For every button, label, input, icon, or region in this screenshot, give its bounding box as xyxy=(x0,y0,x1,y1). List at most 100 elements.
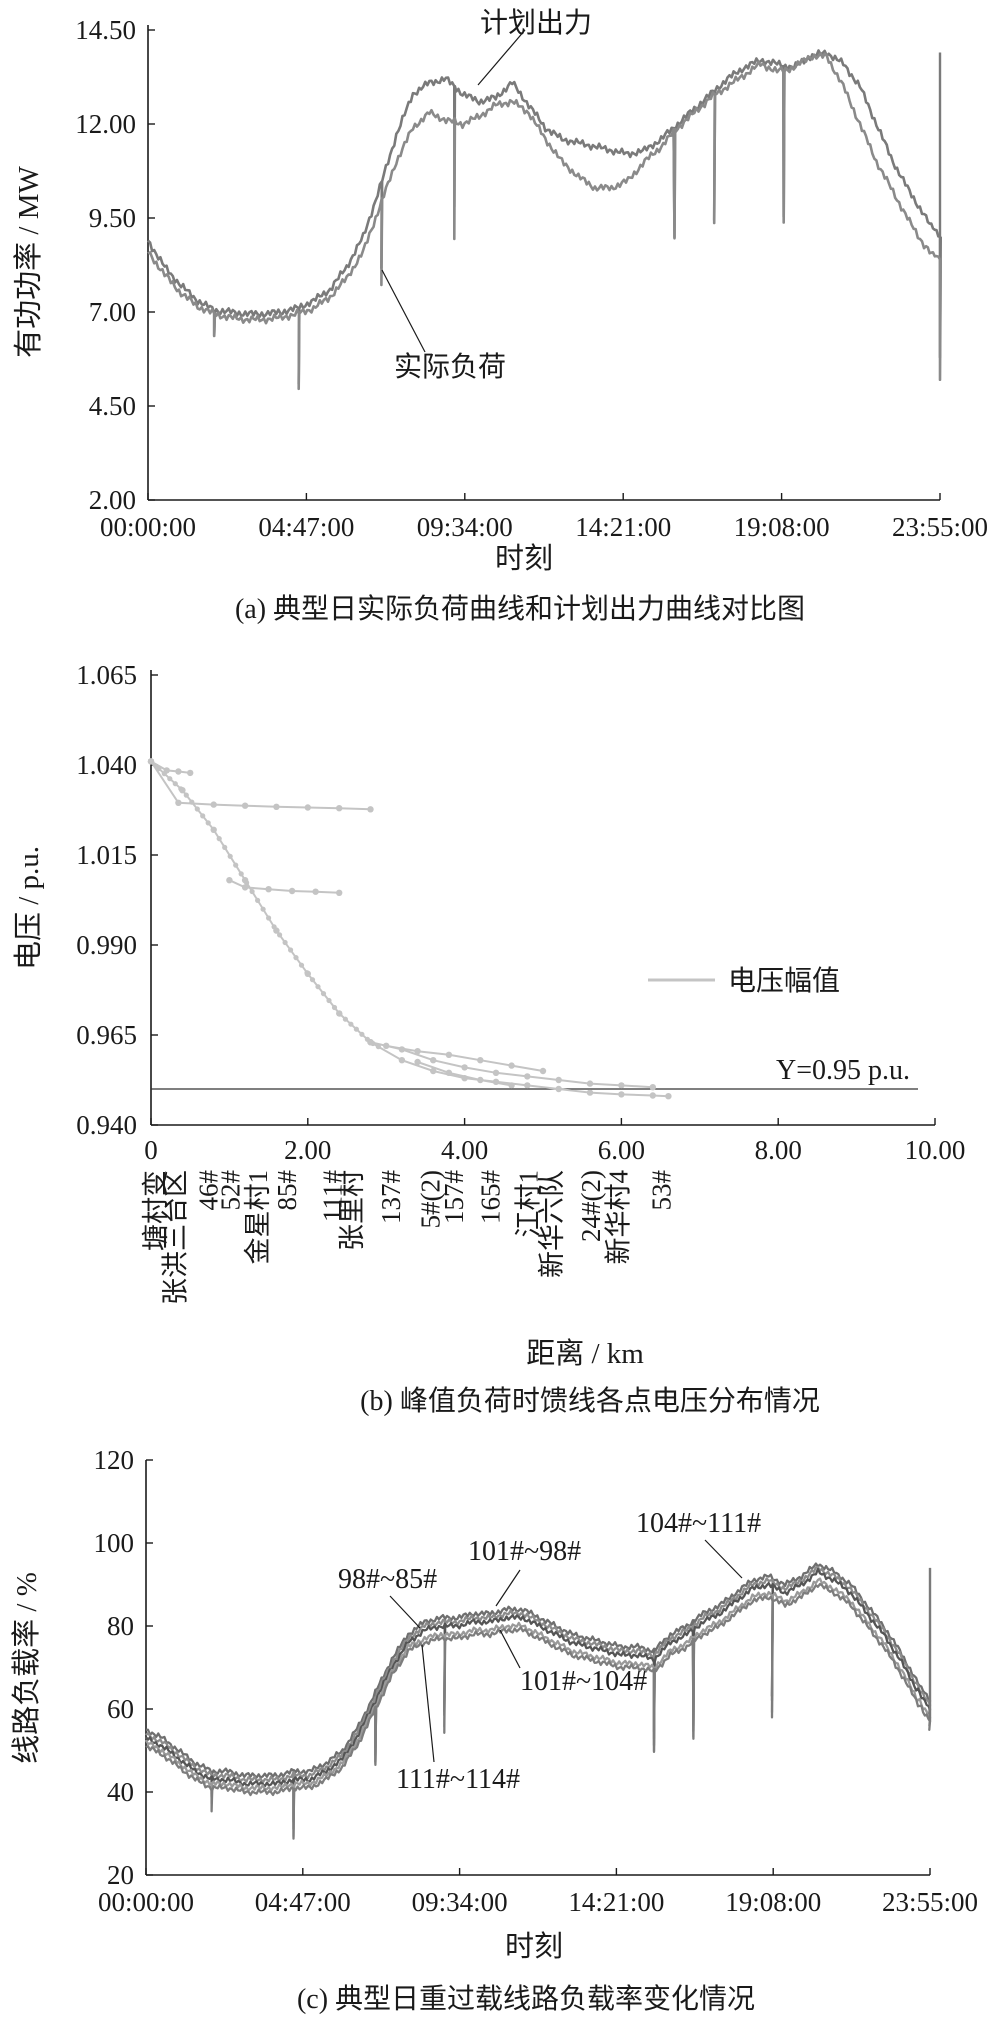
data-point xyxy=(398,1057,406,1064)
node-label: 塘村变 xyxy=(141,1170,171,1251)
data-point xyxy=(461,1064,468,1071)
data-point xyxy=(167,776,173,782)
data-point xyxy=(304,970,310,976)
data-point xyxy=(477,1076,484,1084)
data-point xyxy=(226,877,233,884)
data-point xyxy=(309,977,316,983)
y-tick-label: 7.00 xyxy=(89,297,136,327)
chart-c-caption: (c) 典型日重过载线路负载率变化情况 xyxy=(297,1983,755,2015)
series-line-2 xyxy=(147,52,942,391)
x-tick-label: 6.00 xyxy=(598,1135,645,1165)
chart-a-load-vs-plan: 2.00 4.50 7.00 9.50 12.00 14.50 00:00:00 04:47… xyxy=(12,7,988,625)
data-point xyxy=(238,871,244,877)
y-tick-label: 80 xyxy=(107,1611,134,1641)
data-point xyxy=(649,1092,656,1099)
y-tick-label: 100 xyxy=(94,1528,135,1558)
data-point xyxy=(331,1004,338,1011)
node-label: 157# xyxy=(439,1170,469,1225)
data-point xyxy=(178,786,184,792)
data-point xyxy=(147,758,155,765)
y-tick-label: 0.940 xyxy=(76,1110,137,1140)
chart-b-y-ticks: 0.940 0.965 0.990 1.015 1.040 1.065 xyxy=(76,660,158,1140)
node-label: 24#(2) xyxy=(576,1170,606,1242)
data-point xyxy=(161,771,167,777)
data-point xyxy=(312,888,319,895)
data-point xyxy=(445,1051,453,1058)
data-point xyxy=(210,801,217,808)
data-point xyxy=(266,915,272,921)
data-point xyxy=(205,820,211,826)
data-point xyxy=(233,862,239,868)
data-point xyxy=(293,955,299,961)
data-point xyxy=(524,1073,531,1080)
chart-a-series xyxy=(147,49,942,391)
data-point xyxy=(200,813,206,819)
y-tick-label: 40 xyxy=(107,1777,134,1807)
y-tick-label: 14.50 xyxy=(75,15,136,45)
x-tick-label: 00:00:00 xyxy=(100,512,196,542)
data-point xyxy=(241,802,249,809)
data-point xyxy=(175,799,182,806)
y-tick-label: 120 xyxy=(94,1445,135,1475)
node-label: 金星村1 xyxy=(243,1170,273,1265)
data-point xyxy=(383,1042,390,1049)
y-tick-label: 1.015 xyxy=(76,840,137,870)
y-tick-label: 1.065 xyxy=(76,660,137,690)
series-line-3 xyxy=(145,1567,932,1831)
chart-c-series xyxy=(144,1562,932,1840)
node-label: 新华六队 xyxy=(537,1170,567,1278)
chart-b-legend: 电压幅值 xyxy=(648,965,840,997)
chart-b-xlabel: 距离 / km xyxy=(526,1337,644,1370)
chart-c-ylabel: 线路负载率 / % xyxy=(10,1572,43,1764)
data-point xyxy=(618,1091,625,1098)
chart-a-y-ticks: 2.00 4.50 7.00 9.50 12.00 14.50 xyxy=(75,15,155,515)
chart-c-xlabel: 时刻 xyxy=(505,1930,563,1963)
data-point xyxy=(183,792,189,798)
chart-b-x-ticks: 0 2.00 4.00 6.00 8.00 10.00 xyxy=(144,1118,965,1165)
data-point xyxy=(241,884,249,891)
data-point xyxy=(255,897,261,903)
data-point xyxy=(189,799,195,805)
data-point xyxy=(211,827,217,833)
data-point xyxy=(315,984,321,990)
data-point xyxy=(353,1026,359,1032)
chart-c-line-loading: 20 40 60 80 100 120 00:00:00 04:47:00 09:34:00 1… xyxy=(10,1445,978,2015)
x-tick-label: 0 xyxy=(144,1135,158,1165)
data-point xyxy=(288,887,296,895)
data-point xyxy=(282,939,288,946)
data-point xyxy=(175,768,182,775)
chart-b-series xyxy=(147,758,672,1100)
node-label: 张洪三台区 xyxy=(161,1170,191,1305)
data-point xyxy=(156,766,162,772)
node-label: 165# xyxy=(476,1170,506,1225)
x-tick-label: 23:55:00 xyxy=(892,512,988,542)
annotation-plan-output: 计划出力 xyxy=(480,7,592,39)
chart-a-xlabel: 时刻 xyxy=(495,542,553,575)
data-point xyxy=(492,1069,500,1076)
data-point xyxy=(430,1057,437,1064)
node-label: 5#(2) xyxy=(415,1170,445,1228)
x-tick-label: 4.00 xyxy=(441,1135,488,1165)
series-line-5 xyxy=(370,1041,653,1089)
data-point xyxy=(216,836,222,842)
data-point xyxy=(342,1016,348,1022)
node-label: 张里村 xyxy=(337,1170,367,1251)
data-point xyxy=(430,1067,437,1075)
chart-c-x-ticks: 00:00:00 04:47:00 09:34:00 14:21:00 19:08:00… xyxy=(98,1868,978,1917)
x-tick-label: 04:47:00 xyxy=(258,512,354,542)
data-point xyxy=(244,880,250,886)
x-tick-label: 2.00 xyxy=(284,1135,331,1165)
reference-line-label: Y=0.95 p.u. xyxy=(776,1055,910,1086)
data-point xyxy=(375,1044,381,1050)
chart-b-ylabel: 电压 / p.u. xyxy=(12,846,45,970)
y-tick-label: 12.00 xyxy=(75,109,136,139)
node-label: 137# xyxy=(376,1170,406,1225)
x-tick-label: 19:08:00 xyxy=(725,1887,821,1917)
node-label: 46# xyxy=(193,1170,223,1211)
chart-a-caption: (a) 典型日实际负荷曲线和计划出力曲线对比图 xyxy=(235,593,805,625)
x-tick-label: 8.00 xyxy=(755,1135,802,1165)
y-tick-label: 9.50 xyxy=(89,203,136,233)
data-point xyxy=(336,889,343,896)
data-point xyxy=(265,886,272,893)
